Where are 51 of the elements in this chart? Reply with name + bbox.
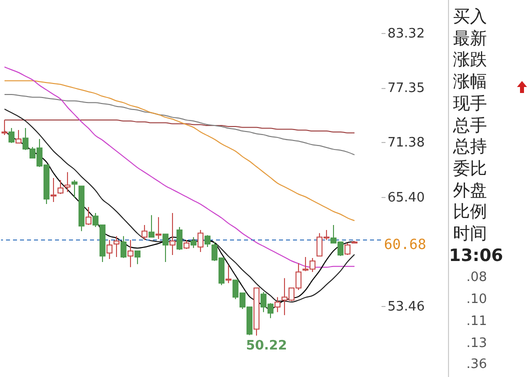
y-tick-label: 77.35: [388, 81, 425, 96]
line-series: [4, 120, 355, 134]
candlestick: [134, 250, 140, 265]
text: .11: [465, 312, 487, 331]
candlestick: [274, 296, 280, 313]
candlestick: [50, 178, 56, 202]
text: 比例: [452, 202, 487, 224]
text: .36: [465, 356, 487, 374]
text: 委比: [452, 158, 487, 180]
candlestick: [226, 264, 232, 284]
candlestick: [176, 226, 182, 250]
candlestick: [162, 234, 168, 263]
text: 最新: [452, 28, 487, 50]
text: 13:06: [449, 246, 504, 267]
text: 现手: [452, 94, 487, 115]
candlestick: [72, 180, 78, 199]
y-tick-label: 83.32: [388, 26, 425, 42]
text: .13: [465, 334, 487, 352]
candlestick: [64, 172, 70, 193]
candlestick: [86, 206, 92, 226]
candlestick: [170, 212, 176, 256]
candlestick: [58, 180, 64, 195]
line-series: [4, 94, 355, 156]
text: 涨跌: [452, 50, 487, 72]
text: 外盘: [452, 180, 487, 202]
text: .10: [465, 291, 487, 310]
text: 涨幅: [452, 72, 487, 94]
candlestick: [114, 236, 120, 258]
candlestick: [156, 216, 162, 240]
annotation: 50.22: [246, 338, 288, 354]
candlestick: [120, 236, 126, 259]
line-series: [4, 80, 355, 222]
candlestick: [128, 240, 134, 268]
candlestick: [8, 128, 14, 144]
candlestick: [190, 236, 196, 248]
y-tick-label: 65.40: [388, 190, 425, 206]
y-tick-label: 71.38: [388, 136, 425, 151]
text: 总持: [452, 137, 487, 158]
candlestick: [16, 130, 22, 144]
candlestick: [106, 240, 112, 260]
text: 总手: [452, 116, 487, 136]
candlestick: [204, 234, 210, 248]
text: .08: [465, 269, 487, 288]
candlestick: [198, 230, 204, 253]
ref-line-label: 60.68: [384, 237, 426, 254]
y-tick-label: 53.46: [388, 300, 425, 315]
text: 时间: [452, 224, 487, 245]
candlestick: [142, 224, 148, 241]
candlestick: [344, 242, 350, 256]
candlestick: [148, 214, 154, 238]
text: 买入: [452, 7, 487, 28]
